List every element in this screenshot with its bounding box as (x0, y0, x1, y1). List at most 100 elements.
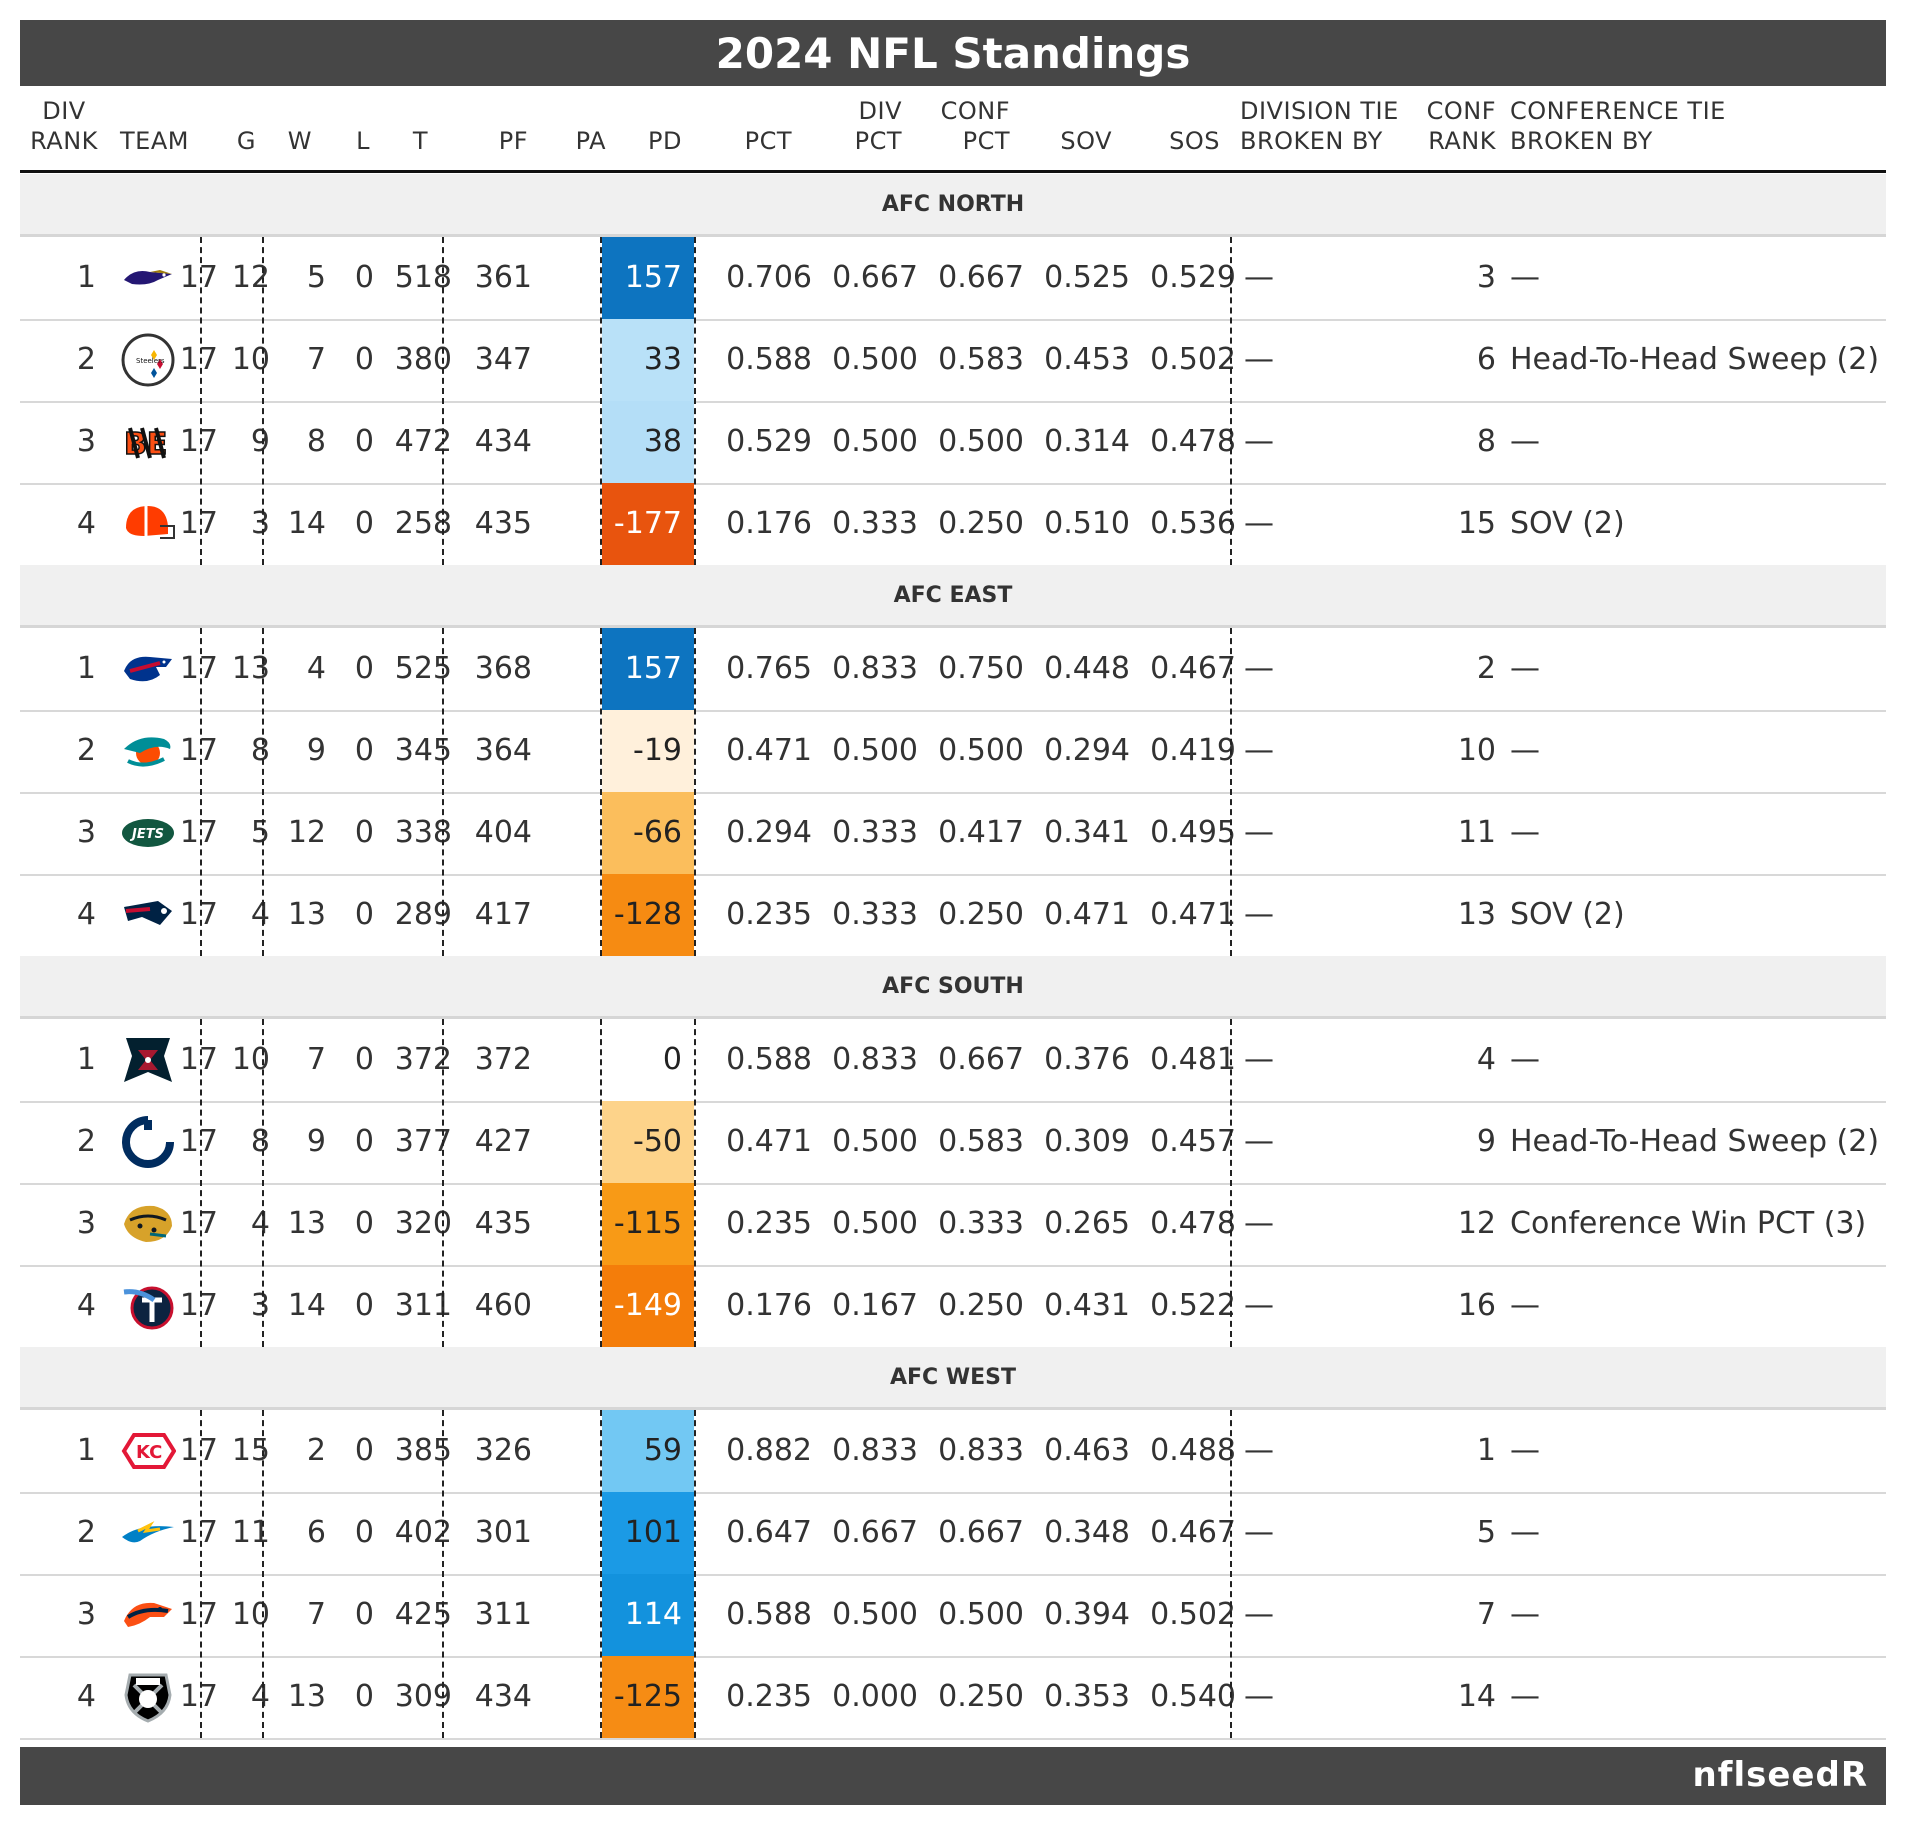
pa-cell: 404 (474, 815, 532, 850)
conf-pct-cell: 0.750 (938, 651, 1024, 686)
pa-cell: 417 (474, 897, 532, 932)
table-row: 3 17 4 13 0 320 435 0.235 0.500 0.333 0.265 0.478 -1… (20, 1183, 1886, 1267)
conf-tie-cell: — (1510, 260, 1540, 295)
pct-cell: 0.176 (726, 506, 812, 541)
header-pd: PD (648, 127, 682, 155)
div-pct-cell: 0.833 (832, 1433, 918, 1468)
header-pa: PA (575, 127, 606, 155)
g-cell: 17 (179, 815, 218, 850)
sos-cell: 0.481 (1150, 1042, 1236, 1077)
pct-cell: 0.294 (726, 815, 812, 850)
div-pct-cell: 0.500 (832, 1597, 918, 1632)
header-div-tie: DIVISION TIE BROKEN BY (1240, 96, 1399, 156)
table-row: 2 Steelers 17 10 7 0 380 347 0.588 0.500 0.583 0.45… (20, 319, 1886, 403)
sos-cell: 0.419 (1150, 733, 1236, 768)
header-g: G (236, 127, 256, 155)
pct-cell: 0.588 (726, 342, 812, 377)
div-pct-cell: 0.500 (832, 424, 918, 459)
conf-pct-cell: 0.250 (938, 506, 1024, 541)
t-cell: 0 (354, 1433, 374, 1468)
conf-rank-cell: 9 (1476, 1124, 1496, 1159)
table-row: 3BE179804724340.5290.5000.5000.3140.4783… (20, 401, 1886, 485)
conf-tie-cell: — (1510, 651, 1540, 686)
g-cell: 17 (179, 1124, 218, 1159)
conf-pct-cell: 0.500 (938, 424, 1024, 459)
conf-pct-cell: 0.500 (938, 1597, 1024, 1632)
t-cell: 0 (354, 1515, 374, 1550)
conf-tie-cell: Conference Win PCT (3) (1510, 1206, 1867, 1241)
bengals-logo-icon: BE (120, 414, 176, 470)
header-l: L (356, 127, 370, 155)
div-tie-cell: — (1244, 1206, 1274, 1241)
sos-cell: 0.457 (1150, 1124, 1236, 1159)
div-rank-cell: 3 (76, 815, 96, 850)
pf-cell: 338 (394, 815, 452, 850)
div-tie-cell: — (1244, 1433, 1274, 1468)
div-pct-cell: 0.500 (832, 733, 918, 768)
table-row: 4 17 4 13 0 289 417 0.235 0.333 0.250 0.471 0.471 -1… (20, 874, 1886, 958)
div-rank-cell: 3 (76, 1597, 96, 1632)
pct-cell: 0.529 (726, 424, 812, 459)
div-pct-cell: 0.667 (832, 260, 918, 295)
column-separator (262, 237, 264, 565)
div-rank-cell: 2 (76, 733, 96, 768)
div-pct-cell: 0.333 (832, 506, 918, 541)
w-cell: 4 (250, 897, 270, 932)
div-rank-cell: 1 (76, 260, 96, 295)
conf-rank-cell: 7 (1476, 1597, 1496, 1632)
conf-pct-cell: 0.500 (938, 733, 1024, 768)
raiders-logo-icon (120, 1669, 176, 1725)
header-conf-rank: CONF RANK (1420, 96, 1496, 156)
sos-cell: 0.488 (1150, 1433, 1236, 1468)
pa-cell: 364 (474, 733, 532, 768)
colts-logo-icon (120, 1114, 176, 1170)
pd-column-separator (694, 628, 696, 956)
t-cell: 0 (354, 1206, 374, 1241)
sos-cell: 0.467 (1150, 651, 1236, 686)
sov-cell: 0.463 (1044, 1433, 1130, 1468)
pf-cell: 518 (394, 260, 452, 295)
division-header: AFC WEST (20, 1347, 1886, 1410)
pf-cell: 380 (394, 342, 452, 377)
division-header: AFC NORTH (20, 174, 1886, 237)
header-w: W (287, 127, 312, 155)
pd-cell: -125 (602, 1656, 694, 1738)
t-cell: 0 (354, 815, 374, 850)
sov-cell: 0.265 (1044, 1206, 1130, 1241)
pa-cell: 326 (474, 1433, 532, 1468)
div-tie-cell: — (1244, 1679, 1274, 1714)
l-cell: 2 (306, 1433, 326, 1468)
div-rank-cell: 4 (76, 897, 96, 932)
sos-cell: 0.495 (1150, 815, 1236, 850)
pd-column-separator (600, 1410, 602, 1738)
dolphins-logo-icon (120, 723, 176, 779)
chargers-logo-icon (120, 1505, 176, 1561)
g-cell: 17 (179, 342, 218, 377)
division-header: AFC SOUTH (20, 956, 1886, 1019)
pd-column-separator (694, 237, 696, 565)
g-cell: 17 (179, 424, 218, 459)
div-tie-cell: — (1244, 342, 1274, 377)
pd-cell: -66 (602, 792, 694, 874)
l-cell: 13 (287, 897, 326, 932)
pf-cell: 385 (394, 1433, 452, 1468)
t-cell: 0 (354, 342, 374, 377)
column-separator (200, 628, 202, 956)
pd-cell: 0 (602, 1019, 694, 1101)
pd-cell: 33 (602, 319, 694, 401)
table-row: 4 17 4 13 0 309 434 0.235 0.000 0.250 0.353 0.540 -1… (20, 1656, 1886, 1740)
pa-cell: 361 (474, 260, 532, 295)
jets-logo-icon: JETS (120, 805, 176, 861)
conf-rank-cell: 14 (1457, 1679, 1496, 1714)
g-cell: 17 (179, 260, 218, 295)
pf-cell: 402 (394, 1515, 452, 1550)
table-row: 2 17 11 6 0 402 301 0.647 0.667 0.667 0.348 0.467 10… (20, 1492, 1886, 1576)
conf-pct-cell: 0.667 (938, 1042, 1024, 1077)
l-cell: 13 (287, 1206, 326, 1241)
g-cell: 17 (179, 1288, 218, 1323)
table-row: 1 17 12 5 0 518 361 0.706 0.667 0.667 0.525 0.529 15… (20, 237, 1886, 321)
column-separator (262, 1019, 264, 1347)
table-row: 1 KC 17 15 2 0 385 326 0.882 0.833 0.833 0.463 0.488… (20, 1410, 1886, 1494)
w-cell: 8 (250, 733, 270, 768)
pd-cell: 38 (602, 401, 694, 483)
